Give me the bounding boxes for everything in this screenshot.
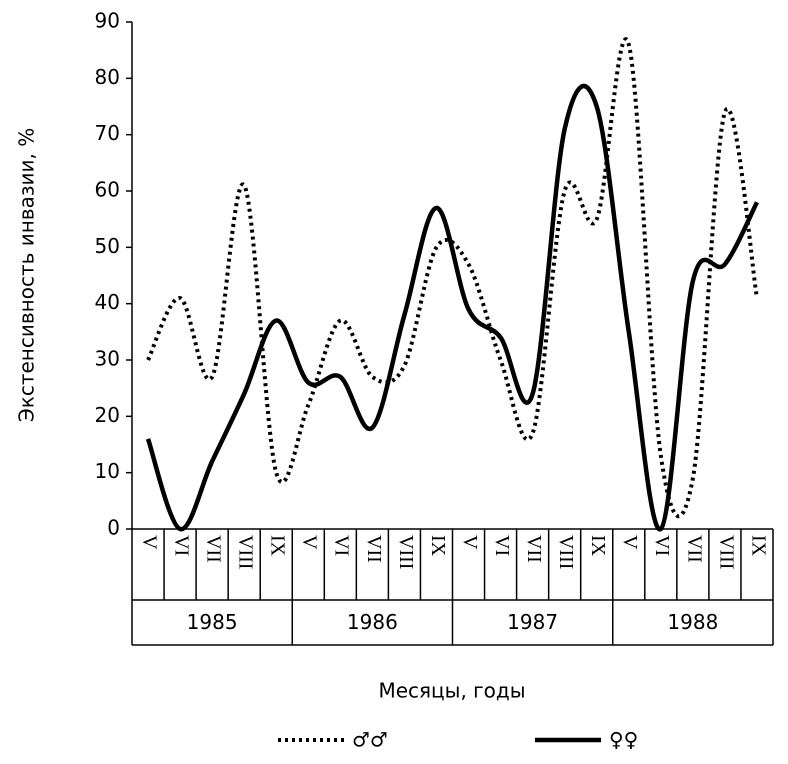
x-tick-label: IX [747, 535, 769, 557]
x-tick-label: VIII [715, 535, 737, 569]
y-tick-label: 0 [107, 516, 120, 540]
x-tick-label: VIII [235, 535, 257, 569]
x-tick-label: V [459, 535, 481, 550]
x-tick-label: VI [170, 535, 192, 556]
legend-label: ♂♂ [352, 728, 388, 752]
y-axis-label: Экстенсивность инвазии, % [15, 128, 39, 422]
x-tick-label: VI [331, 535, 353, 556]
y-tick-label: 40 [95, 290, 120, 314]
x-tick-label: VII [523, 535, 545, 563]
y-tick-label: 70 [95, 121, 120, 145]
x-tick-label: V [299, 535, 321, 550]
x-tick-label: V [619, 535, 641, 550]
x-tick-label: VII [363, 535, 385, 563]
legend-label: ♀♀ [609, 728, 638, 752]
y-tick-label: 50 [95, 234, 120, 258]
x-tick-label: VII [683, 535, 705, 563]
group-label: 1988 [667, 610, 718, 634]
x-tick-label: VIII [555, 535, 577, 569]
x-tick-label: IX [587, 535, 609, 557]
line-series [145, 83, 759, 532]
x-tick-label: IX [267, 535, 289, 557]
x-tick-label: VII [203, 535, 225, 563]
y-tick-label: 30 [95, 347, 120, 371]
y-tick-label: 10 [95, 459, 120, 483]
x-axis-label: Месяцы, годы [378, 679, 525, 703]
group-label: 1986 [347, 610, 398, 634]
y-tick-label: 90 [95, 9, 120, 33]
y-tick-label: 60 [95, 178, 120, 202]
group-label: 1985 [187, 610, 238, 634]
line-series [146, 37, 759, 519]
x-tick-label: V [138, 535, 160, 550]
y-tick-label: 80 [95, 65, 120, 89]
x-tick-label: VI [491, 535, 513, 556]
y-tick-label: 20 [95, 403, 120, 427]
x-tick-label: VI [651, 535, 673, 556]
group-label: 1987 [507, 610, 558, 634]
x-tick-label: VIII [395, 535, 417, 569]
x-tick-label: IX [427, 535, 449, 557]
